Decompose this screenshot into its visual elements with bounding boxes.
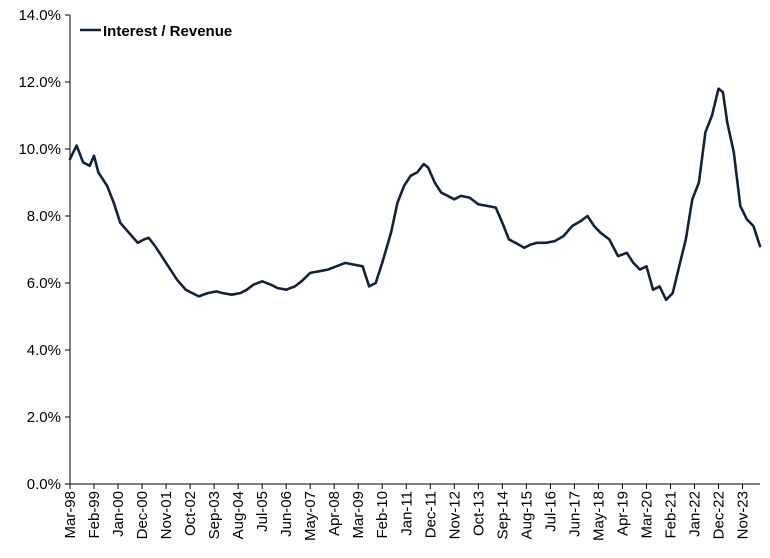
- x-tick-label: Jun-17: [566, 491, 583, 537]
- y-tick-label: 8.0%: [27, 208, 61, 225]
- x-tick-label: Jan-11: [398, 491, 415, 536]
- y-tick-label: 2.0%: [27, 409, 61, 426]
- x-tick-label: Dec-00: [134, 491, 151, 539]
- x-tick-label: Nov-01: [158, 491, 175, 539]
- x-axis: Mar-98 Feb-99 Jan-00 Dec-00 Nov-01 Oct-02 Sep-…: [62, 483, 760, 541]
- x-tick-label: May-18: [590, 491, 607, 541]
- x-tick-label: Feb-21: [662, 491, 679, 539]
- x-tick-label: Mar-20: [638, 491, 655, 539]
- x-tick-label: Mar-98: [62, 491, 79, 539]
- x-tick-label: Feb-10: [374, 491, 391, 539]
- y-tick-label: 4.0%: [27, 342, 61, 359]
- x-tick-label: Aug-04: [230, 491, 247, 539]
- x-tick-label: Oct-02: [182, 491, 199, 536]
- y-tick-label: 10.0%: [18, 141, 61, 158]
- series-line-interest-revenue: [68, 87, 762, 302]
- x-tick-label: Apr-19: [614, 491, 631, 536]
- x-tick-label: Jul-05: [254, 491, 271, 532]
- x-tick-label: Nov-23: [735, 491, 752, 539]
- x-tick-label: Jun-06: [278, 491, 295, 537]
- x-tick-label: Dec-11: [422, 491, 439, 538]
- series-layer: [68, 87, 762, 302]
- x-tick-label: Dec-22: [711, 491, 728, 539]
- y-tick-label: 0.0%: [27, 476, 61, 493]
- x-tick-label: Nov-12: [446, 491, 463, 539]
- x-tick-label: Feb-99: [86, 491, 103, 539]
- y-axis: 0.0% 2.0% 4.0% 6.0% 8.0% 10.0% 12.0% 14.0%: [18, 7, 71, 493]
- x-tick-label: Jul-16: [542, 491, 559, 532]
- x-tick-label: Jan-00: [110, 491, 127, 537]
- x-tick-label: Aug-15: [518, 491, 535, 539]
- legend: Interest / Revenue: [80, 23, 232, 40]
- y-tick-label: 6.0%: [27, 275, 61, 292]
- y-tick-label: 14.0%: [18, 7, 61, 24]
- x-tick-label: Mar-09: [350, 491, 367, 539]
- x-tick-label: May-07: [302, 491, 319, 541]
- legend-label: Interest / Revenue: [103, 23, 232, 40]
- x-tick-label: Sep-03: [206, 491, 223, 539]
- y-tick-label: 12.0%: [18, 74, 61, 91]
- x-tick-label: Sep-14: [494, 491, 511, 539]
- x-tick-label: Apr-08: [326, 491, 343, 536]
- x-tick-label: Jan-22: [686, 491, 703, 537]
- x-tick-label: Oct-13: [470, 491, 487, 536]
